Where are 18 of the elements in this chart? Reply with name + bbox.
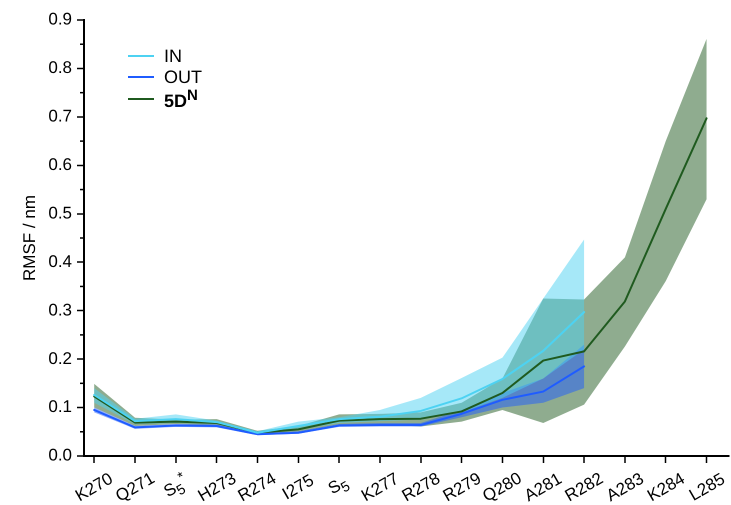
y-tick-label: 0.8 [48,58,72,78]
y-tick-label: 0.1 [48,397,72,416]
y-tick-label: 0.2 [48,348,72,368]
y-tick-label: 0.0 [48,446,72,465]
y-tick-label: 0.4 [48,252,72,271]
legend-label: IN [164,46,182,66]
y-tick-label: 0.6 [48,155,72,174]
y-tick-label: 0.7 [48,106,72,126]
x-tick-label: R274 [235,468,280,505]
y-tick-label: 0.5 [48,203,72,222]
legend-label: 5D$^{N}$ [164,86,198,111]
x-tick-label: L285 [685,469,728,505]
x-tick-label: K284 [644,468,688,505]
x-tick-label: I275 [279,470,318,504]
y-axis-title: RMSF / nm [20,195,39,281]
legend-label: OUT [164,67,202,88]
y-tick-label: 0.3 [48,300,72,320]
y-tick-label: 0.9 [48,10,72,29]
